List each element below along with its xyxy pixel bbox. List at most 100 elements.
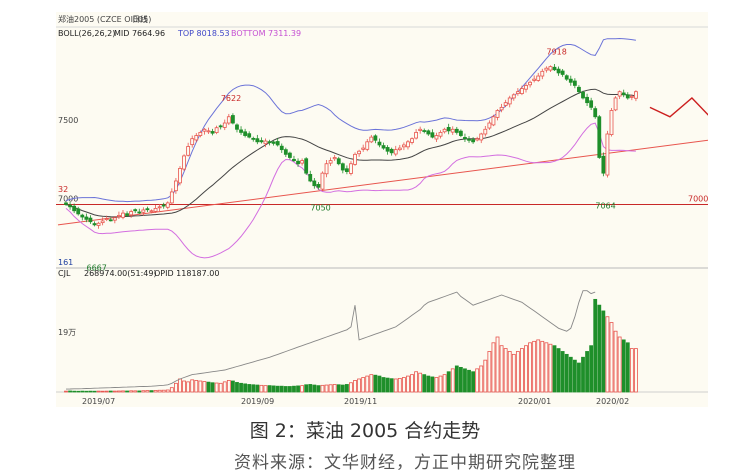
candle-body [520, 88, 524, 94]
volume-bar [410, 374, 414, 393]
candle-body [222, 122, 227, 128]
candle-body [581, 91, 585, 99]
candle-body [524, 85, 528, 90]
volume-bar [247, 384, 252, 393]
volume-bar [121, 390, 125, 393]
volume-bar [161, 389, 166, 393]
volume-bar [292, 385, 296, 393]
candle-body [202, 128, 207, 132]
volume-bar [446, 371, 451, 393]
candle-body [406, 141, 410, 148]
volume-bar [235, 382, 239, 393]
volume-bar [507, 351, 512, 393]
candle-body [92, 223, 97, 226]
candle-body [414, 132, 418, 139]
volume-bar [283, 386, 288, 393]
candle-body [499, 106, 504, 111]
volume-bar [300, 385, 305, 393]
volume-bar [609, 322, 614, 393]
candle-body [442, 128, 447, 133]
volume-bar [259, 384, 264, 393]
volume-bar [397, 377, 402, 393]
level-line-label: 7000 [688, 194, 708, 203]
left-edge-label-bottom: 161 [58, 258, 73, 267]
candle-body [544, 67, 549, 71]
volume-bar [64, 390, 68, 393]
volume-bar [577, 362, 581, 393]
volume-bar [157, 389, 162, 393]
candle-body [344, 168, 349, 172]
candle-body [288, 152, 292, 158]
volume-bar [239, 382, 243, 393]
candle-body [161, 204, 166, 207]
volume-bar [186, 381, 191, 393]
x-axis-label: 2019/11 [344, 397, 377, 406]
volume-bar [100, 390, 105, 393]
candle-body [328, 160, 333, 164]
forecast-zigzag [649, 96, 730, 118]
volume-bar [340, 384, 345, 393]
volume-bar [231, 380, 235, 393]
volume-bar [450, 368, 455, 393]
volume-bar [145, 390, 150, 393]
volume-bar [263, 385, 268, 393]
volume-bar [344, 384, 349, 393]
volume-value: 268974.00(51:49) [84, 269, 157, 278]
candle-body [434, 135, 439, 140]
volume-bar [536, 339, 541, 393]
candle-body [275, 141, 280, 146]
price-tick-label: 7500 [58, 116, 78, 125]
volume-bar [511, 353, 516, 393]
volume-bar [634, 348, 638, 393]
candle-body [267, 141, 272, 144]
candle-body [385, 147, 390, 152]
candle-body [475, 138, 480, 141]
candle-body [149, 210, 154, 213]
volume-bar [475, 368, 480, 393]
volume-label: CJL [58, 269, 71, 278]
boll-bottom-line [65, 122, 636, 259]
candle-body [214, 127, 219, 133]
candle-body [251, 137, 256, 140]
candle-body [332, 157, 337, 160]
volume-bar [165, 389, 170, 393]
volume-bar [454, 365, 459, 393]
volume-bar [552, 345, 557, 393]
volume-bar [88, 390, 93, 393]
volume-bar [581, 356, 585, 393]
volume-bar [112, 390, 117, 393]
volume-bar [194, 380, 199, 393]
boll-top-value: TOP 8018.53 [177, 29, 230, 38]
volume-bar [324, 384, 329, 393]
volume-bar [210, 382, 215, 393]
volume-bar [255, 384, 260, 393]
candle-body [292, 158, 296, 162]
candle-body [247, 133, 252, 138]
candle-body [491, 116, 496, 126]
volume-bar [190, 379, 195, 393]
candle-body [503, 102, 508, 106]
volume-bar [182, 380, 186, 393]
volume-bar [288, 386, 292, 393]
volume-bar [503, 348, 508, 393]
volume-bar [422, 374, 427, 393]
volume-bar [129, 390, 134, 393]
candle-body [137, 211, 142, 214]
volume-bar [96, 390, 101, 393]
candle-body [349, 163, 353, 174]
candle-body [129, 211, 134, 216]
volume-bar [104, 390, 109, 393]
price-annotation: 7918 [547, 48, 567, 57]
candle-body [597, 116, 602, 158]
candle-body [397, 147, 402, 151]
volume-bar [520, 348, 524, 393]
price-annotation: 6667 [86, 264, 106, 273]
volume-bar [275, 385, 280, 393]
volume-bar [389, 378, 394, 393]
volume-bar [373, 374, 378, 393]
candle-body [210, 131, 215, 134]
volume-bar [312, 384, 317, 393]
candle-body [634, 91, 638, 99]
period-label[interactable]: 日线 [132, 14, 148, 24]
candle-body [552, 66, 557, 71]
